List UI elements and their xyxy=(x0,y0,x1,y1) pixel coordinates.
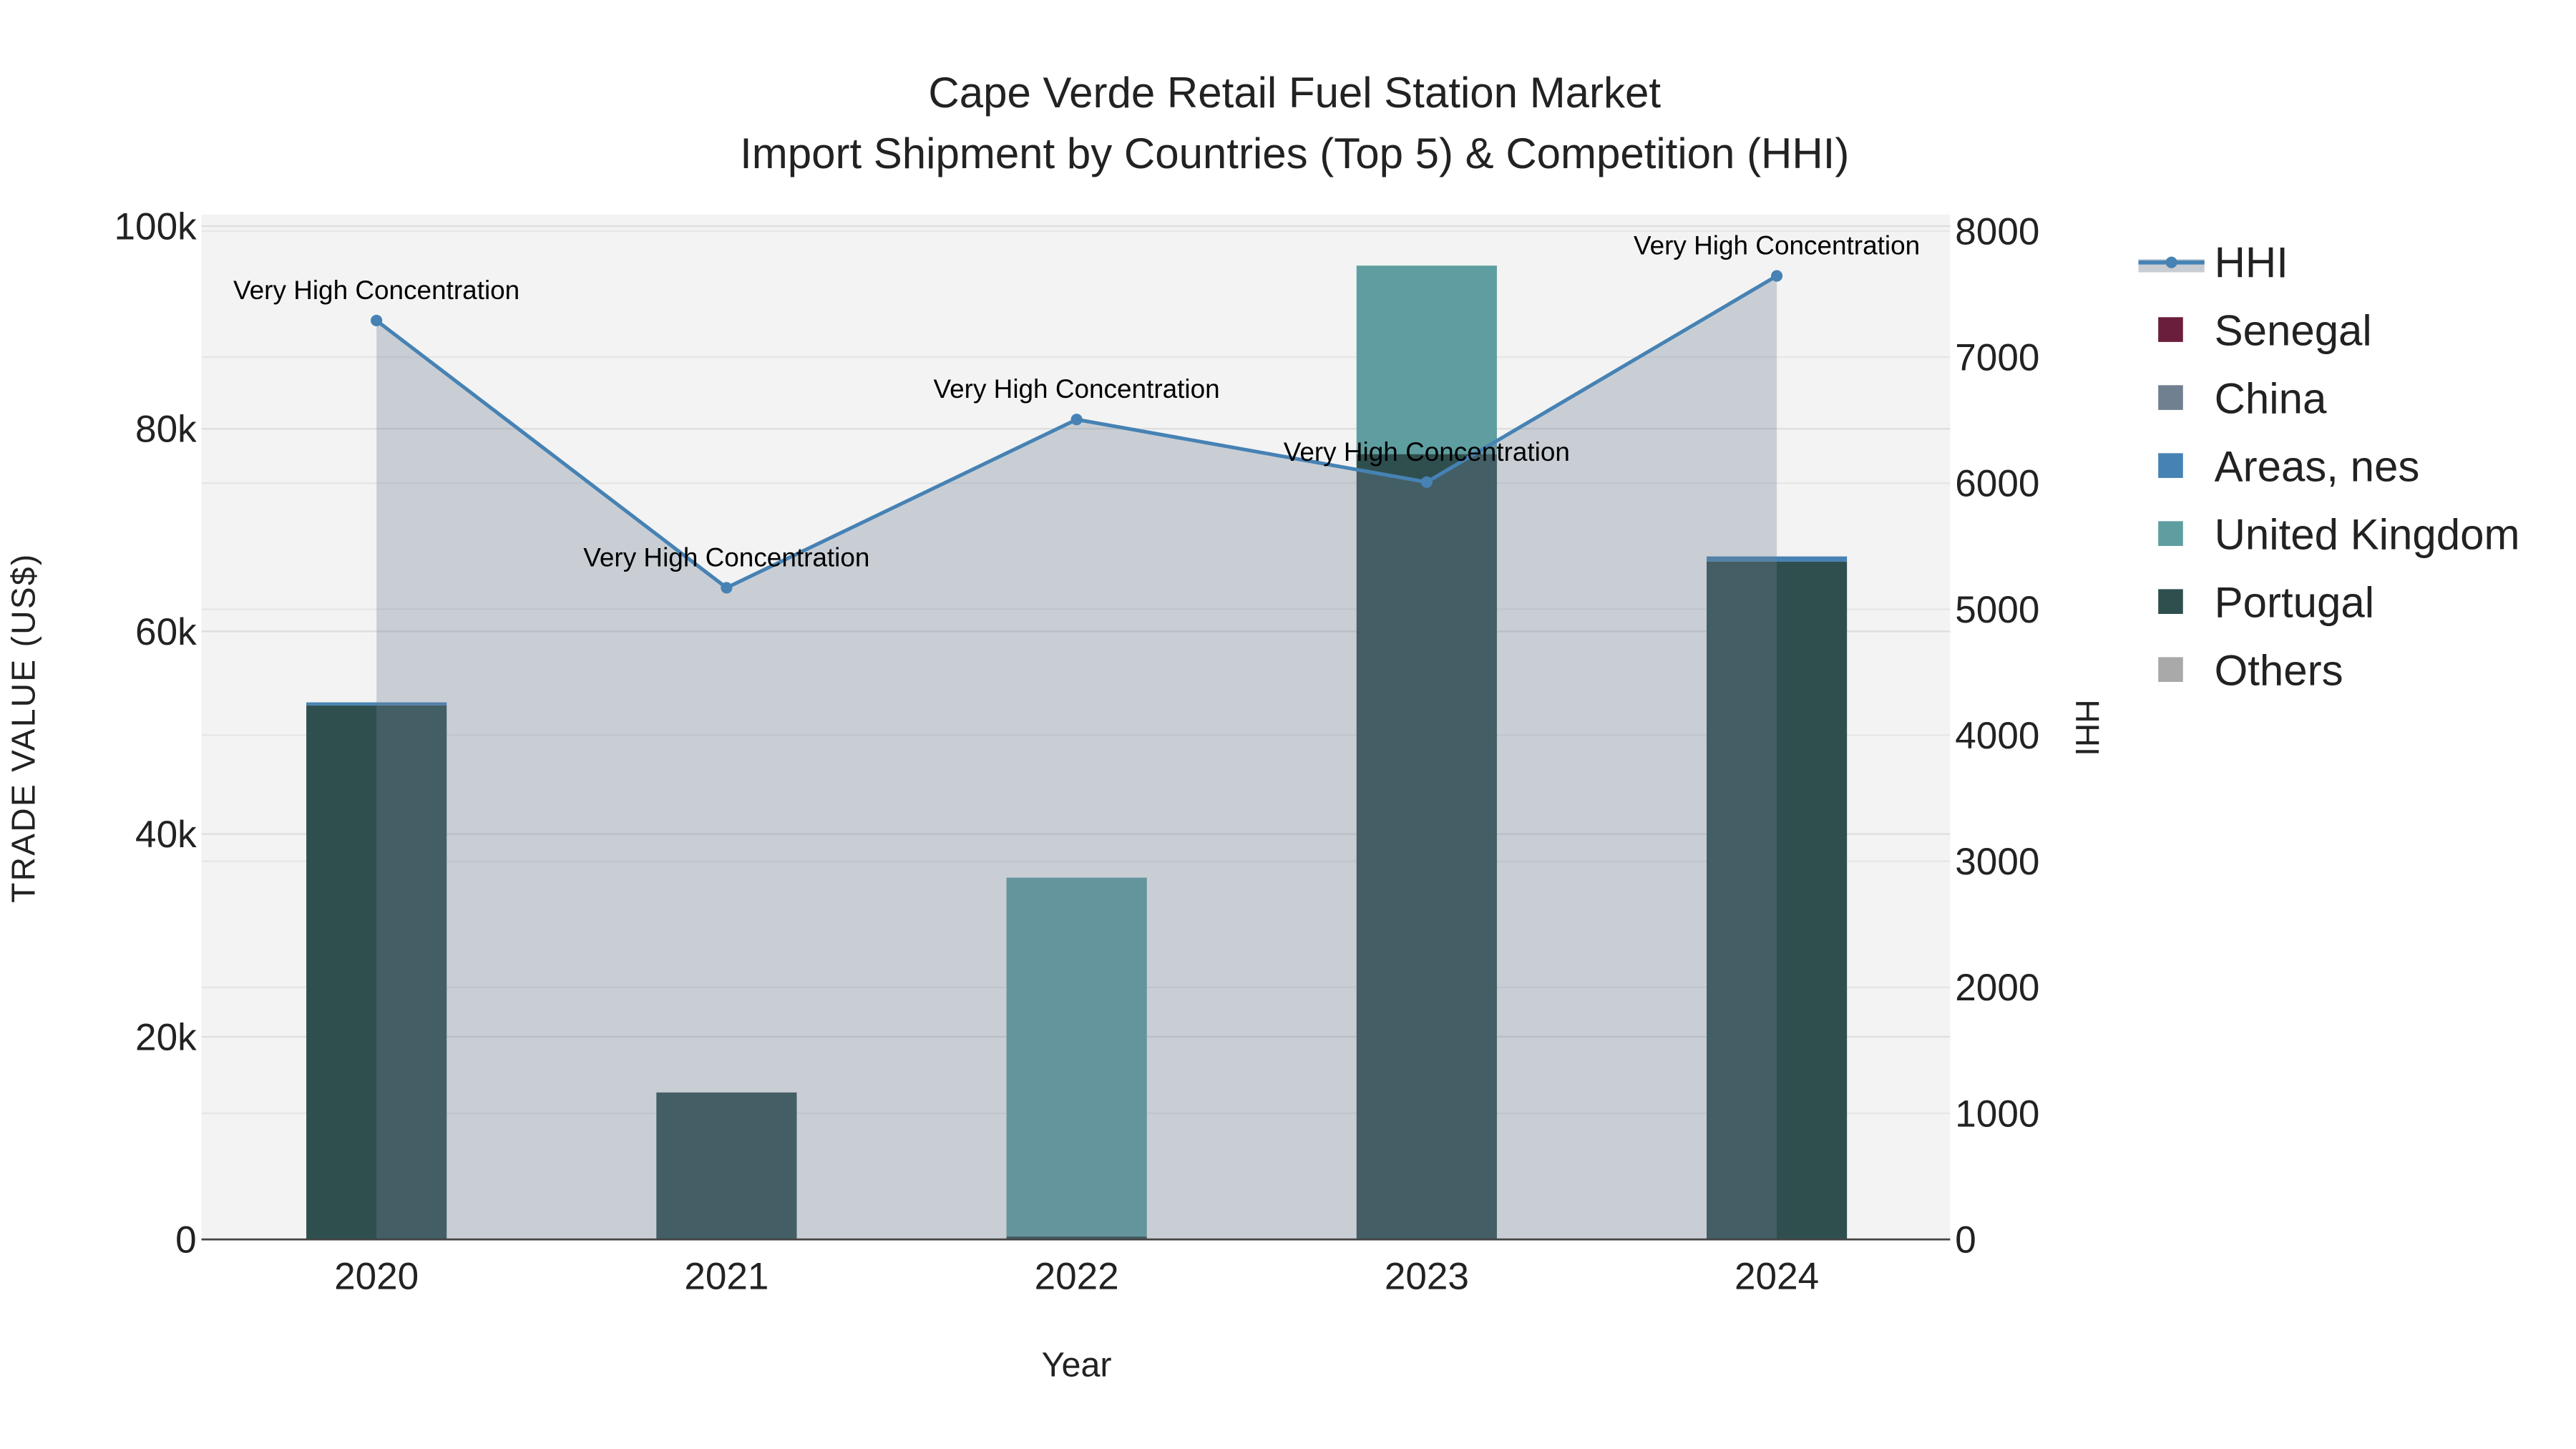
legend-label: China xyxy=(2215,375,2327,423)
legend-label: Senegal xyxy=(2215,307,2372,355)
y-tick-label: 0 xyxy=(175,1219,197,1262)
bar-portugal-2022 xyxy=(1006,1236,1147,1240)
legend-swatch xyxy=(2158,589,2183,614)
chart-subtitle: Import Shipment by Countries (Top 5) & C… xyxy=(740,130,1849,177)
bar-united-kingdom-2022 xyxy=(1006,877,1147,1236)
hhi-point xyxy=(721,582,733,594)
legend-item-others[interactable]: Others xyxy=(2158,647,2343,695)
legend-item-hhi[interactable]: HHI xyxy=(2138,238,2288,286)
bar-portugal-2021 xyxy=(656,1092,797,1240)
legend-item-united-kingdom[interactable]: United Kingdom xyxy=(2158,511,2519,559)
y2-tick-label: 4000 xyxy=(1955,715,2039,757)
bar-areas-nes-2024 xyxy=(1707,556,1848,562)
chart-title: Cape Verde Retail Fuel Station Market xyxy=(928,69,1661,117)
legend-label: Others xyxy=(2215,647,2343,695)
y2-tick-label: 5000 xyxy=(1955,589,2039,631)
legend-swatch xyxy=(2158,657,2183,682)
legend-item-china[interactable]: China xyxy=(2158,375,2327,423)
legend-item-senegal[interactable]: Senegal xyxy=(2158,307,2372,355)
y2-tick-label: 7000 xyxy=(1955,337,2039,379)
hhi-point xyxy=(1771,270,1783,282)
y2-tick-label: 3000 xyxy=(1955,841,2039,883)
x-tick-label: 2020 xyxy=(334,1255,419,1297)
legend-swatch xyxy=(2158,453,2183,478)
hhi-annotation: Very High Concentration xyxy=(1284,437,1570,467)
bar-portugal-2024 xyxy=(1707,561,1848,1240)
legend-label: Areas, nes xyxy=(2215,443,2420,491)
hhi-series: Very High Concentration Very High Concent… xyxy=(233,231,1920,1240)
y2-tick-label: 1000 xyxy=(1955,1093,2039,1135)
hhi-area xyxy=(376,275,1777,1240)
bar-united-kingdom-2023 xyxy=(1356,265,1497,454)
y2-tick-label: 8000 xyxy=(1955,210,2039,253)
bars xyxy=(306,265,1848,1240)
legend-label: Portugal xyxy=(2215,579,2374,627)
hhi-annotation: Very High Concentration xyxy=(934,374,1220,404)
legend: HHI Senegal China Areas, nes United Kingdom P… xyxy=(2138,238,2519,695)
legend-item-portugal[interactable]: Portugal xyxy=(2158,579,2374,627)
legend-swatch xyxy=(2158,385,2183,410)
hhi-annotation: Very High Concentration xyxy=(1634,231,1920,260)
x-tick-label: 2024 xyxy=(1735,1255,1819,1297)
bar-areas-nes-2020 xyxy=(306,702,447,706)
bar-portugal-2023 xyxy=(1356,454,1497,1240)
y-tick-label: 100k xyxy=(114,205,197,248)
x-tick-label: 2022 xyxy=(1035,1255,1119,1297)
y-tick-label: 20k xyxy=(135,1016,197,1058)
hhi-annotation: Very High Concentration xyxy=(583,542,869,572)
y-tick-label: 60k xyxy=(135,611,197,653)
y-tick-label: 40k xyxy=(135,814,197,856)
axis-ticks: 0 1000 2000 3000 4000 5000 6000 7000 8000 0 20k 40k… xyxy=(114,205,2040,1297)
legend-hhi-marker xyxy=(2165,256,2177,268)
legend-label: HHI xyxy=(2215,238,2288,286)
y2-tick-label: 2000 xyxy=(1955,967,2039,1009)
hhi-point xyxy=(1070,414,1083,426)
x-tick-label: 2023 xyxy=(1385,1255,1469,1297)
hhi-annotation: Very High Concentration xyxy=(233,275,519,305)
y2-axis-title: HHI xyxy=(2069,699,2106,756)
bar-portugal-2020 xyxy=(306,705,447,1240)
y-axis-title: TRADE VALUE (US$) xyxy=(4,552,42,902)
y2-tick-label: 6000 xyxy=(1955,463,2039,505)
hhi-point xyxy=(1420,476,1433,488)
y2-tick-label: 0 xyxy=(1955,1219,1976,1262)
x-tick-label: 2021 xyxy=(684,1255,769,1297)
legend-swatch xyxy=(2158,521,2183,546)
y-tick-label: 80k xyxy=(135,409,197,451)
hhi-point xyxy=(371,314,383,327)
x-axis-title: Year xyxy=(1042,1346,1112,1385)
legend-label: United Kingdom xyxy=(2215,511,2520,559)
legend-item-areas-nes[interactable]: Areas, nes xyxy=(2158,443,2419,491)
legend-swatch xyxy=(2158,317,2183,342)
